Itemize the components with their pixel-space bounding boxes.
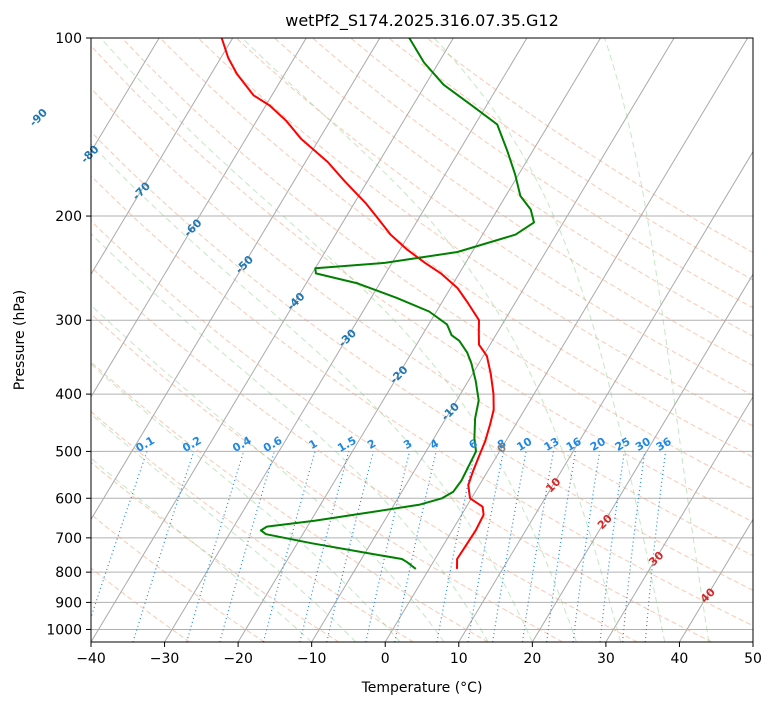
x-tick-label: −30 bbox=[150, 651, 180, 667]
y-tick-label: 600 bbox=[55, 491, 82, 507]
x-tick-label: 10 bbox=[450, 651, 468, 667]
chart-title: wetPf2_S174.2025.316.07.35.G12 bbox=[285, 11, 559, 31]
x-tick-label: −10 bbox=[297, 651, 327, 667]
x-axis-label: Temperature (°C) bbox=[361, 680, 483, 696]
y-tick-label: 1000 bbox=[46, 622, 82, 638]
y-axis-label: Pressure (hPa) bbox=[12, 290, 28, 390]
x-tick-label: 30 bbox=[597, 651, 615, 667]
y-tick-label: 200 bbox=[55, 209, 82, 225]
y-tick-label: 300 bbox=[55, 313, 82, 329]
x-tick-label: 40 bbox=[671, 651, 689, 667]
x-tick-label: −20 bbox=[223, 651, 253, 667]
x-tick-label: 20 bbox=[523, 651, 541, 667]
y-tick-label: 100 bbox=[55, 31, 82, 47]
y-tick-label: 800 bbox=[55, 565, 82, 581]
x-tick-label: 50 bbox=[744, 651, 762, 667]
y-tick-label: 900 bbox=[55, 595, 82, 611]
x-tick-label: −40 bbox=[76, 651, 106, 667]
y-tick-label: 500 bbox=[55, 444, 82, 460]
y-tick-label: 400 bbox=[55, 387, 82, 403]
plot-area: 0.10.20.40.611.52346810131620253036-100-… bbox=[0, 38, 775, 642]
y-tick-label: 700 bbox=[55, 531, 82, 547]
x-tick-label: 0 bbox=[381, 651, 390, 667]
